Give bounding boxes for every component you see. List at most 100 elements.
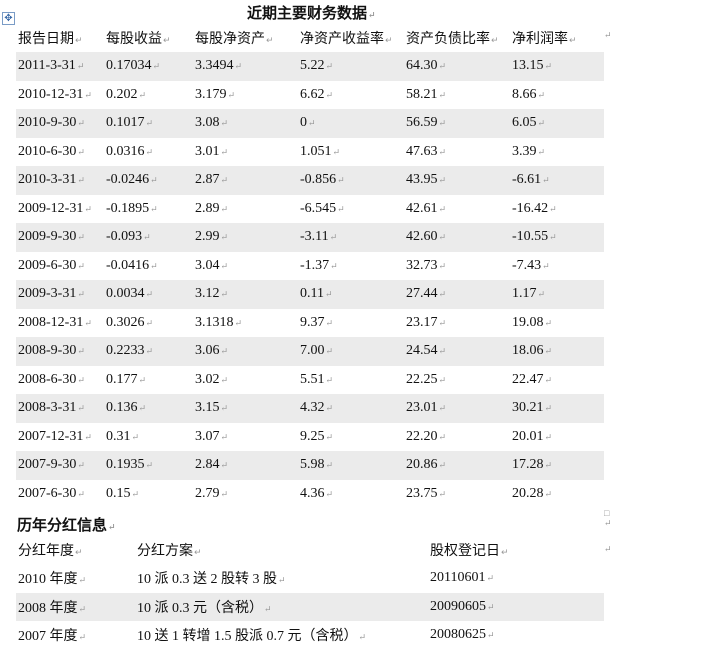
table-row: 2009-3-310.00343.120.1127.441.17 bbox=[16, 280, 604, 309]
cell: 分红方案 bbox=[135, 536, 428, 564]
cell: 58.21 bbox=[404, 81, 510, 110]
cell: 1.17 bbox=[510, 280, 604, 309]
table-row: 2008-6-300.1773.025.5122.2522.47 bbox=[16, 366, 604, 395]
cell: 8.66 bbox=[510, 81, 604, 110]
cell: 18.06 bbox=[510, 337, 604, 366]
cell: 2008 年度 bbox=[16, 592, 135, 621]
cell: 43.95 bbox=[404, 166, 510, 195]
table-row: 2009-12-31-0.18952.89-6.54542.61-16.42 bbox=[16, 195, 604, 224]
cell: 3.3494 bbox=[193, 52, 298, 81]
cell: 2010-9-30 bbox=[16, 109, 104, 138]
row-end-mark: ↵ bbox=[604, 544, 612, 554]
cell: 2.79 bbox=[193, 480, 298, 509]
cell: -0.856 bbox=[298, 166, 404, 195]
cell: 2007-6-30 bbox=[16, 480, 104, 509]
cell: 3.07 bbox=[193, 423, 298, 452]
cell: 56.59 bbox=[404, 109, 510, 138]
table-row: 2010-12-310.2023.1796.6258.218.66 bbox=[16, 81, 604, 110]
cell: 17.28 bbox=[510, 451, 604, 480]
cell: 0.1017 bbox=[104, 109, 193, 138]
cell: 6.05 bbox=[510, 109, 604, 138]
cell: 22.25 bbox=[404, 366, 510, 395]
cell: 股权登记日 bbox=[428, 536, 604, 564]
cell: 2.99 bbox=[193, 223, 298, 252]
cell: 0.177 bbox=[104, 366, 193, 395]
cell: 3.01 bbox=[193, 138, 298, 167]
cell: 22.47 bbox=[510, 366, 604, 395]
cell: 2008-12-31 bbox=[16, 309, 104, 338]
financial-table: 报告日期每股收益每股净资产净资产收益率资产负债比率净利润率2011-3-310.… bbox=[16, 24, 604, 508]
cell: -0.0416 bbox=[104, 252, 193, 281]
cell: 3.02 bbox=[193, 366, 298, 395]
table-row: 2007-6-300.152.794.3623.7520.28 bbox=[16, 480, 604, 509]
cell: 资产负债比率 bbox=[404, 24, 510, 52]
cell: 2007-9-30 bbox=[16, 451, 104, 480]
cell: 47.63 bbox=[404, 138, 510, 167]
cell: 2008-3-31 bbox=[16, 394, 104, 423]
cell: 3.12 bbox=[193, 280, 298, 309]
cell: 23.01 bbox=[404, 394, 510, 423]
cell: 2008-9-30 bbox=[16, 337, 104, 366]
cell: 0.202 bbox=[104, 81, 193, 110]
cell: 30.21 bbox=[510, 394, 604, 423]
cell: 3.04 bbox=[193, 252, 298, 281]
cell: 2.87 bbox=[193, 166, 298, 195]
cell: 0.15 bbox=[104, 480, 193, 509]
cell: 7.00 bbox=[298, 337, 404, 366]
cell: 20.28 bbox=[510, 480, 604, 509]
cell: 1.051 bbox=[298, 138, 404, 167]
dividend-table: 分红年度分红方案股权登记日2010 年度10 派 0.3 送 2 股转 3 股2… bbox=[16, 536, 604, 650]
cell: 64.30 bbox=[404, 52, 510, 81]
cell: 4.32 bbox=[298, 394, 404, 423]
table-row: 2007-12-310.313.079.2522.2020.01 bbox=[16, 423, 604, 452]
cell: 2010-3-31 bbox=[16, 166, 104, 195]
table-row: 2010-9-300.10173.08056.596.05 bbox=[16, 109, 604, 138]
table-row: 2009-9-30-0.0932.99-3.1142.60-10.55 bbox=[16, 223, 604, 252]
cell: 5.22 bbox=[298, 52, 404, 81]
cell: -3.11 bbox=[298, 223, 404, 252]
cell: 2009-9-30 bbox=[16, 223, 104, 252]
cell: 2.89 bbox=[193, 195, 298, 224]
cell: 每股净资产 bbox=[193, 24, 298, 52]
cell: 2008-6-30 bbox=[16, 366, 104, 395]
cell: 5.51 bbox=[298, 366, 404, 395]
cell: -1.37 bbox=[298, 252, 404, 281]
cell: 23.75 bbox=[404, 480, 510, 509]
table-move-handle-icon[interactable]: ✥ bbox=[2, 12, 15, 25]
cell: 3.1318 bbox=[193, 309, 298, 338]
cell: 5.98 bbox=[298, 451, 404, 480]
cell: 0.1935 bbox=[104, 451, 193, 480]
cell: 42.60 bbox=[404, 223, 510, 252]
cell: 0.2233 bbox=[104, 337, 193, 366]
cell: 42.61 bbox=[404, 195, 510, 224]
cell: -6.61 bbox=[510, 166, 604, 195]
table-row: 2009-6-30-0.04163.04-1.3732.73-7.43 bbox=[16, 252, 604, 281]
cell: -0.0246 bbox=[104, 166, 193, 195]
cell: 4.36 bbox=[298, 480, 404, 509]
table-row: 2007 年度10 送 1 转增 1.5 股派 0.7 元（含税）2008062… bbox=[16, 621, 604, 650]
dividend-section-title: 历年分红信息 bbox=[17, 514, 116, 535]
cell: -0.1895 bbox=[104, 195, 193, 224]
cell: 23.17 bbox=[404, 309, 510, 338]
cell: 0.3026 bbox=[104, 309, 193, 338]
cell: 9.37 bbox=[298, 309, 404, 338]
cell: 20.01 bbox=[510, 423, 604, 452]
cell: 3.06 bbox=[193, 337, 298, 366]
header-row: 分红年度分红方案股权登记日 bbox=[16, 536, 604, 564]
cell: 2009-12-31 bbox=[16, 195, 104, 224]
cell: 24.54 bbox=[404, 337, 510, 366]
cell: 10 送 1 转增 1.5 股派 0.7 元（含税） bbox=[135, 621, 428, 650]
cell: -6.545 bbox=[298, 195, 404, 224]
cell: 净利润率 bbox=[510, 24, 604, 52]
cell: 10 派 0.3 送 2 股转 3 股 bbox=[135, 564, 428, 593]
cell: 3.08 bbox=[193, 109, 298, 138]
table-row: 2008-12-310.30263.13189.3723.1719.08 bbox=[16, 309, 604, 338]
table-row: 2007-9-300.19352.845.9820.8617.28 bbox=[16, 451, 604, 480]
cell: 2010 年度 bbox=[16, 564, 135, 593]
cell: 0.31 bbox=[104, 423, 193, 452]
cell: 19.08 bbox=[510, 309, 604, 338]
cell: 2.84 bbox=[193, 451, 298, 480]
cell: 27.44 bbox=[404, 280, 510, 309]
header-row: 报告日期每股收益每股净资产净资产收益率资产负债比率净利润率 bbox=[16, 24, 604, 52]
table-row: 2011-3-310.170343.34945.2264.3013.15 bbox=[16, 52, 604, 81]
